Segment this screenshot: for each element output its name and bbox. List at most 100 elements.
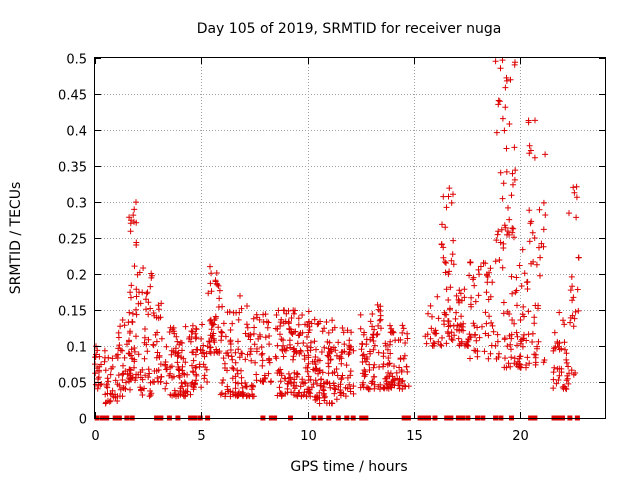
data-point [158, 300, 165, 307]
data-point [304, 368, 311, 375]
data-point [503, 364, 510, 371]
data-point [531, 320, 538, 327]
data-point [236, 389, 242, 396]
data-point [385, 355, 392, 361]
data-point [327, 356, 334, 363]
data-point [300, 340, 307, 346]
data-point [494, 338, 501, 345]
data-point [292, 328, 299, 335]
data-point [507, 76, 514, 83]
data-point [227, 347, 234, 353]
data-point [126, 350, 133, 357]
data-point [476, 271, 483, 278]
data-point [318, 349, 325, 355]
data-point [452, 315, 459, 322]
data-point [166, 372, 173, 379]
data-point [266, 341, 273, 348]
data-point [162, 385, 169, 392]
data-point [209, 320, 216, 327]
data-point [206, 338, 212, 345]
data-point [376, 317, 383, 324]
data-point [131, 206, 138, 213]
data-point [562, 346, 568, 353]
data-point [233, 392, 240, 399]
data-point [565, 380, 572, 387]
data-point [538, 240, 545, 247]
data-point [482, 330, 489, 337]
data-point [180, 370, 186, 377]
data-point [107, 397, 114, 404]
data-point [277, 323, 284, 329]
data-point [251, 341, 258, 348]
data-point [229, 356, 236, 363]
data-point [216, 287, 223, 294]
data-point [514, 302, 520, 309]
data-point [501, 127, 508, 134]
data-point [558, 369, 565, 376]
data-point [254, 345, 260, 352]
data-point [102, 391, 109, 398]
data-point [192, 351, 199, 358]
data-point [498, 226, 505, 233]
data-point [323, 400, 330, 407]
data-point [484, 279, 491, 286]
data-point [327, 384, 334, 391]
data-point [333, 352, 340, 359]
data-point [131, 364, 137, 371]
data-point [136, 269, 143, 276]
data-point [370, 346, 377, 353]
data-point [313, 380, 320, 387]
data-point [536, 206, 543, 213]
data-point [575, 307, 582, 314]
data-point [187, 391, 194, 398]
data-point [386, 373, 393, 380]
data-point [223, 350, 230, 357]
data-point [556, 309, 563, 316]
data-point [109, 363, 116, 370]
data-point [517, 317, 524, 323]
data-point [285, 378, 292, 385]
data-point [331, 382, 338, 389]
data-point [383, 380, 390, 387]
data-point [128, 282, 135, 289]
data-point [239, 391, 246, 398]
data-point [329, 370, 336, 377]
data-point [503, 145, 510, 152]
data-point [449, 251, 456, 258]
data-point [508, 354, 515, 361]
data-point [551, 345, 557, 352]
data-point [116, 382, 123, 389]
data-point [566, 210, 572, 217]
data-point [550, 376, 557, 383]
data-point [445, 323, 452, 330]
data-point [179, 347, 185, 354]
data-point [454, 322, 461, 329]
data-point [500, 240, 507, 247]
data-point [482, 309, 489, 316]
data-point [131, 348, 138, 355]
data-point [501, 222, 508, 229]
data-point [335, 339, 342, 346]
data-point [203, 366, 210, 373]
data-point [117, 347, 124, 354]
data-point [163, 380, 170, 387]
data-point [120, 362, 126, 369]
data-point [514, 358, 521, 365]
data-point [492, 58, 499, 65]
data-point [473, 337, 480, 344]
data-point [154, 349, 161, 356]
data-point [508, 273, 515, 280]
data-point [441, 259, 448, 265]
data-point [313, 346, 319, 353]
data-point [339, 349, 346, 356]
data-point [573, 214, 580, 221]
data-point [404, 330, 411, 337]
data-point [401, 352, 408, 359]
data-point [445, 271, 452, 278]
data-point [489, 322, 496, 329]
data-point [328, 348, 335, 355]
data-point [280, 320, 287, 327]
data-point [274, 342, 281, 349]
data-point [503, 168, 510, 175]
data-point [483, 289, 490, 296]
